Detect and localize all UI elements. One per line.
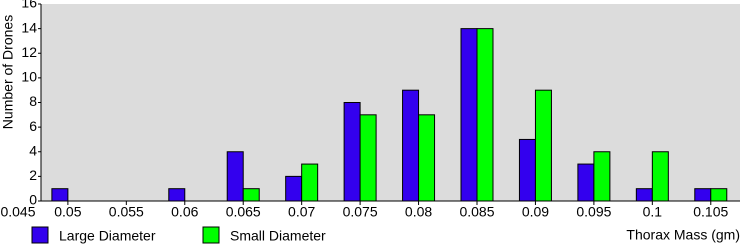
legend-swatch	[31, 226, 49, 244]
plot-area	[41, 4, 740, 201]
bar	[710, 188, 728, 202]
y-tick-label: 16	[21, 0, 37, 11]
x-tick-label: 0.065	[226, 204, 261, 220]
bar	[301, 163, 319, 202]
x-tick-label: 0.06	[171, 204, 198, 220]
x-tick-label: 0.105	[693, 204, 728, 220]
bar	[343, 102, 361, 202]
x-tick-label: 0.055	[109, 204, 144, 220]
x-tick-label: 0.09	[522, 204, 549, 220]
legend-label: Large Diameter	[59, 228, 156, 244]
bar	[242, 188, 260, 202]
bar	[226, 151, 244, 202]
y-tick-label: 4	[29, 142, 37, 158]
x-tick-label: 0.08	[405, 204, 432, 220]
y-tick-label: 10	[21, 69, 37, 85]
x-tick-label: 0.05	[54, 204, 81, 220]
y-tick-label: 0	[29, 192, 37, 208]
bar	[694, 188, 712, 202]
x-tick-label: 0.095	[576, 204, 611, 220]
x-tick-label: 0.085	[459, 204, 494, 220]
y-tick-label: 8	[29, 93, 37, 109]
legend-label: Small Diameter	[230, 228, 326, 244]
bar	[534, 89, 552, 202]
bar	[476, 28, 494, 202]
x-axis-title: Thorax Mass (gm)	[626, 227, 740, 243]
bar	[168, 188, 186, 202]
bar	[518, 138, 536, 202]
y-tick-label: 14	[21, 19, 37, 35]
x-tick-label: 0.07	[288, 204, 315, 220]
x-tick-label: 0.1	[643, 204, 663, 220]
x-tick-label: 0.045	[0, 204, 35, 220]
y-axis-title: Number of Drones	[0, 15, 16, 129]
y-tick-label: 2	[29, 167, 37, 183]
bar	[577, 163, 595, 202]
bar	[635, 188, 653, 202]
bar	[460, 28, 478, 202]
bar	[651, 151, 669, 202]
y-tick-label: 6	[29, 118, 37, 134]
bar	[285, 175, 303, 202]
x-tick-label: 0.075	[343, 204, 378, 220]
legend-swatch	[202, 226, 220, 244]
y-tick-label: 12	[21, 44, 37, 60]
bar	[402, 89, 420, 202]
bar	[418, 114, 436, 202]
bar	[51, 188, 69, 202]
bar	[593, 151, 611, 202]
bar	[359, 114, 377, 202]
